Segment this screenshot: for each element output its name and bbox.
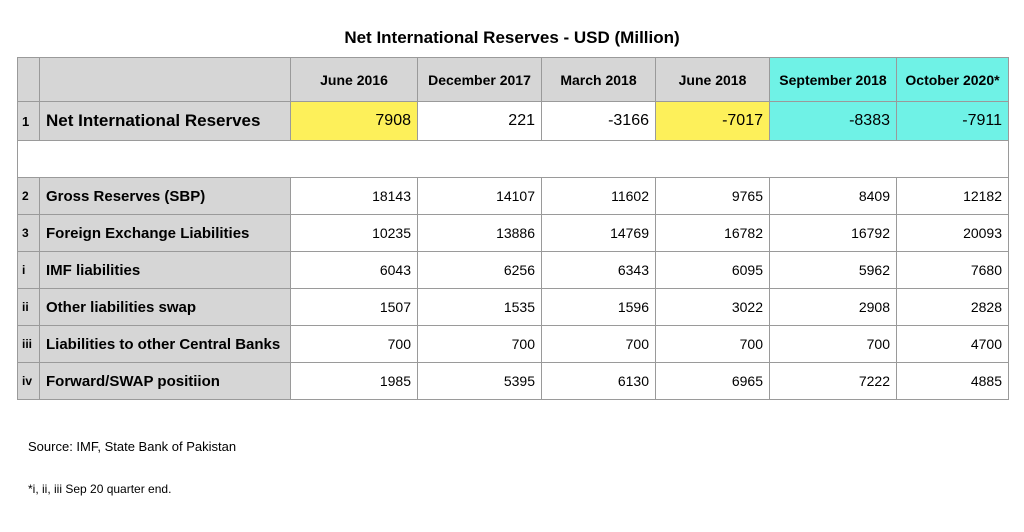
value-cell: 700 bbox=[290, 325, 418, 363]
value-cell: 7908 bbox=[290, 101, 418, 141]
value-cell: 11602 bbox=[541, 177, 656, 215]
row-index: iii bbox=[17, 325, 40, 363]
column-header: December 2017 bbox=[417, 57, 542, 102]
value-cell: 12182 bbox=[896, 177, 1009, 215]
column-header: June 2016 bbox=[290, 57, 418, 102]
value-cell: 9765 bbox=[655, 177, 770, 215]
value-cell: -7017 bbox=[655, 101, 770, 141]
row-index: iv bbox=[17, 362, 40, 400]
column-header: October 2020* bbox=[896, 57, 1009, 102]
value-cell: 1535 bbox=[417, 288, 542, 326]
value-cell: 14769 bbox=[541, 214, 656, 252]
row-label: Foreign Exchange Liabilities bbox=[39, 214, 291, 252]
value-cell: 221 bbox=[417, 101, 542, 141]
table-row: ii Other liabilities swap 1507 1535 1596… bbox=[17, 288, 1009, 326]
value-cell: 7222 bbox=[769, 362, 897, 400]
value-cell: 1507 bbox=[290, 288, 418, 326]
value-cell: 5962 bbox=[769, 251, 897, 289]
value-cell: 1985 bbox=[290, 362, 418, 400]
header-row: June 2016 December 2017 March 2018 June … bbox=[17, 57, 1009, 102]
value-cell: -8383 bbox=[769, 101, 897, 141]
row-label: IMF liabilities bbox=[39, 251, 291, 289]
table-row: 2 Gross Reserves (SBP) 18143 14107 11602… bbox=[17, 177, 1009, 215]
value-cell: 6256 bbox=[417, 251, 542, 289]
table-row: i IMF liabilities 6043 6256 6343 6095 59… bbox=[17, 251, 1009, 289]
value-cell: 8409 bbox=[769, 177, 897, 215]
header-index-cell bbox=[17, 57, 40, 102]
source-note: Source: IMF, State Bank of Pakistan bbox=[28, 439, 237, 454]
row-index: i bbox=[17, 251, 40, 289]
row-label: Net International Reserves bbox=[39, 101, 291, 141]
table-row: iv Forward/SWAP positiion 1985 5395 6130… bbox=[17, 362, 1009, 400]
value-cell: 16782 bbox=[655, 214, 770, 252]
value-cell: 2908 bbox=[769, 288, 897, 326]
footnote: *i, ii, iii Sep 20 quarter end. bbox=[28, 482, 172, 496]
value-cell: 6343 bbox=[541, 251, 656, 289]
value-cell: 700 bbox=[417, 325, 542, 363]
value-cell: 7680 bbox=[896, 251, 1009, 289]
spacer-cell bbox=[17, 140, 1009, 178]
value-cell: 6095 bbox=[655, 251, 770, 289]
value-cell: -3166 bbox=[541, 101, 656, 141]
value-cell: 700 bbox=[541, 325, 656, 363]
value-cell: 700 bbox=[769, 325, 897, 363]
table-row: 1 Net International Reserves 7908 221 -3… bbox=[17, 101, 1009, 141]
row-index: ii bbox=[17, 288, 40, 326]
value-cell: 6043 bbox=[290, 251, 418, 289]
value-cell: 6130 bbox=[541, 362, 656, 400]
row-index: 2 bbox=[17, 177, 40, 215]
value-cell: -7911 bbox=[896, 101, 1009, 141]
table-title: Net International Reserves - USD (Millio… bbox=[344, 28, 680, 47]
value-cell: 1596 bbox=[541, 288, 656, 326]
column-header: September 2018 bbox=[769, 57, 897, 102]
row-label: Other liabilities swap bbox=[39, 288, 291, 326]
value-cell: 6965 bbox=[655, 362, 770, 400]
value-cell: 20093 bbox=[896, 214, 1009, 252]
table-row: 3 Foreign Exchange Liabilities 10235 138… bbox=[17, 214, 1009, 252]
value-cell: 13886 bbox=[417, 214, 542, 252]
value-cell: 4700 bbox=[896, 325, 1009, 363]
header-label-cell bbox=[39, 57, 291, 102]
value-cell: 5395 bbox=[417, 362, 542, 400]
row-label: Liabilities to other Central Banks bbox=[39, 325, 291, 363]
value-cell: 3022 bbox=[655, 288, 770, 326]
row-index: 1 bbox=[17, 101, 40, 141]
value-cell: 16792 bbox=[769, 214, 897, 252]
row-index: 3 bbox=[17, 214, 40, 252]
column-header: June 2018 bbox=[655, 57, 770, 102]
value-cell: 4885 bbox=[896, 362, 1009, 400]
value-cell: 10235 bbox=[290, 214, 418, 252]
reserves-table: June 2016 December 2017 March 2018 June … bbox=[17, 57, 1009, 400]
value-cell: 14107 bbox=[417, 177, 542, 215]
value-cell: 2828 bbox=[896, 288, 1009, 326]
column-header: March 2018 bbox=[541, 57, 656, 102]
row-label: Forward/SWAP positiion bbox=[39, 362, 291, 400]
row-label: Gross Reserves (SBP) bbox=[39, 177, 291, 215]
value-cell: 18143 bbox=[290, 177, 418, 215]
value-cell: 700 bbox=[655, 325, 770, 363]
table-row: iii Liabilities to other Central Banks 7… bbox=[17, 325, 1009, 363]
spacer-row bbox=[17, 140, 1009, 178]
